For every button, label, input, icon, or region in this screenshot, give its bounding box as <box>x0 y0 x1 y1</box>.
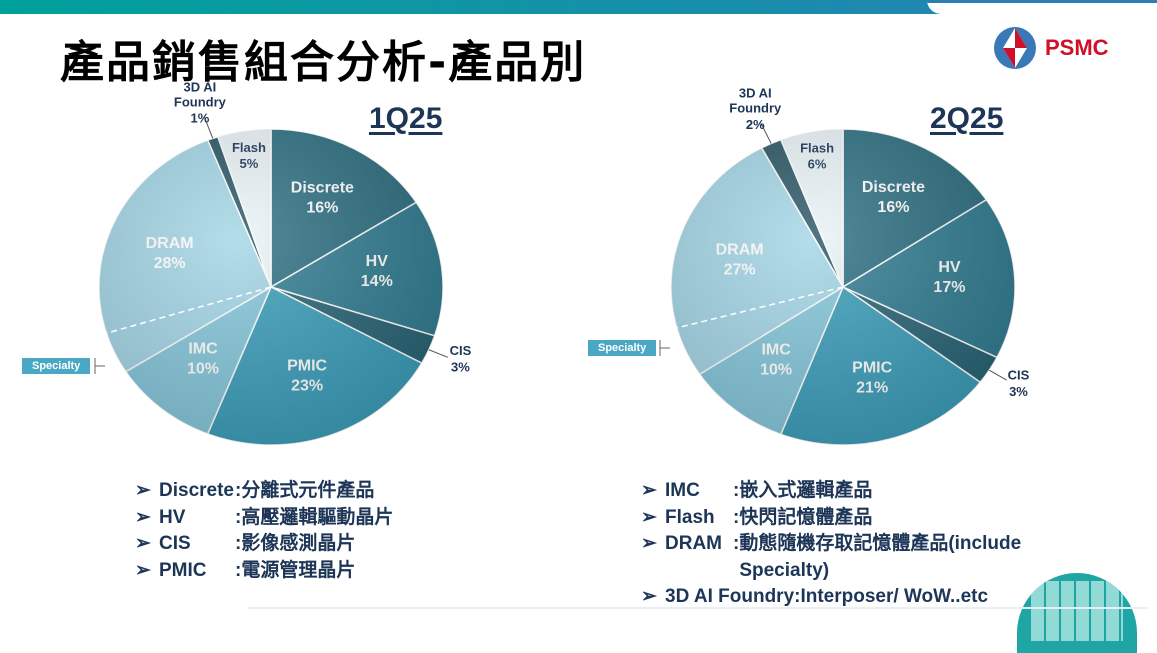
arrow-bullet-icon: ➢ <box>641 480 657 501</box>
pie-1q25: Discrete 16%HV 14%CIS 3%PMIC 23%IMC 10%DRAM 28… <box>94 79 472 446</box>
legend-item: ➢ PMIC : 電源管理晶片 <box>135 558 393 585</box>
arrow-bullet-icon: ➢ <box>641 506 657 528</box>
wafer-graphic <box>1017 573 1137 653</box>
leader-line <box>428 349 448 358</box>
psmc-logo-icon <box>994 27 1036 69</box>
slice-label: CIS 3% <box>450 343 472 374</box>
top-banner <box>0 0 1157 14</box>
arrow-bullet-icon: ➢ <box>135 480 151 501</box>
legend-item: ➢ IMC : 嵌入式邏輯產品 <box>641 478 1071 505</box>
legend-item: ➢ HV : 高壓邏輯驅動晶片 <box>135 505 393 532</box>
pie-2q25: Discrete 16%HV 17%CIS 3%PMIC 21%IMC 10%DRAM 27… <box>659 86 1030 446</box>
page-title: 產品銷售組合分析-產品別 <box>60 37 587 88</box>
legend-right: ➢ IMC : 嵌入式邏輯產品 ➢ Flash : 快閃記憶體產品 ➢ DRAM : … <box>641 478 1071 611</box>
slice-label: 3D AI Foundry 2% <box>729 86 782 132</box>
legend-item: ➢ CIS : 影像感測晶片 <box>135 531 393 558</box>
specialty-bracket <box>659 340 670 356</box>
leader-line <box>988 369 1008 381</box>
arrow-bullet-icon: ➢ <box>135 506 151 528</box>
top-banner-cut <box>927 0 1157 14</box>
arrow-bullet-icon: ➢ <box>135 559 151 581</box>
legend-item: ➢ 3D AI Foundry: Interposer/ WoW..etc <box>641 584 1071 611</box>
slice-label: 3D AI Foundry 1% <box>174 79 227 125</box>
legend-item: ➢ DRAM : 動態隨機存取記憶體產品(include Specialty) <box>641 531 1071 584</box>
arrow-bullet-icon: ➢ <box>135 533 151 554</box>
footer-line <box>248 607 1148 609</box>
psmc-logo: PSMC <box>993 26 1109 70</box>
arrow-bullet-icon: ➢ <box>641 586 657 607</box>
legend-item: ➢ Discrete : 分離式元件產品 <box>135 478 393 505</box>
legend-left: ➢ Discrete : 分離式元件產品 ➢ HV : 高壓邏輯驅動晶片 ➢ CIS … <box>135 478 393 584</box>
legend-item: ➢ Flash : 快閃記憶體產品 <box>641 505 1071 532</box>
specialty-tag-2q25: Specialty <box>588 340 657 356</box>
specialty-bracket <box>94 358 105 374</box>
specialty-tag-1q25: Specialty <box>22 358 91 374</box>
specialty-divider <box>676 286 844 329</box>
logo-text: PSMC <box>1045 35 1109 60</box>
arrow-bullet-icon: ➢ <box>641 533 657 554</box>
slice-label: CIS 3% <box>1008 368 1030 399</box>
specialty-divider <box>106 286 272 334</box>
